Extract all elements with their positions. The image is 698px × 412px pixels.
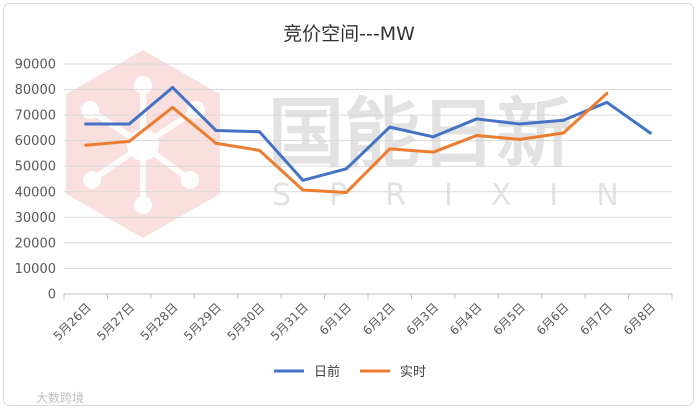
y-tick-label: 0 xyxy=(48,288,56,303)
data-point xyxy=(431,135,435,139)
y-tick-label: 80000 xyxy=(15,83,56,98)
y-tick-label: 20000 xyxy=(15,236,56,251)
data-point xyxy=(561,131,565,135)
y-tick-label: 70000 xyxy=(15,109,56,124)
chart-title: 竞价空间---MW xyxy=(283,23,415,45)
y-tick-label: 40000 xyxy=(15,185,56,200)
watermark: 国能日新 SPRIXIN xyxy=(66,50,657,238)
watermark-brand-en: SPRIXIN xyxy=(272,178,657,213)
data-point xyxy=(214,128,218,132)
data-point xyxy=(648,131,652,135)
data-point xyxy=(605,100,609,104)
data-point xyxy=(214,141,218,145)
data-point xyxy=(84,122,88,126)
data-point xyxy=(257,130,261,134)
data-point xyxy=(561,118,565,122)
data-point xyxy=(518,137,522,141)
credit-text: 大数跨境 xyxy=(36,390,84,405)
data-point xyxy=(431,150,435,154)
data-point xyxy=(605,91,609,95)
data-point xyxy=(171,105,175,109)
data-point xyxy=(127,122,131,126)
y-tick-label: 50000 xyxy=(15,160,56,175)
data-point xyxy=(301,178,305,182)
data-point xyxy=(518,122,522,126)
data-point xyxy=(301,188,305,192)
data-point xyxy=(171,86,175,90)
series-lines xyxy=(84,86,652,195)
data-point xyxy=(344,191,348,195)
data-point xyxy=(127,139,131,143)
data-point xyxy=(84,143,88,147)
y-tick-label: 10000 xyxy=(15,262,56,277)
data-point xyxy=(388,147,392,151)
data-point xyxy=(475,134,479,138)
y-tick-label: 90000 xyxy=(15,58,56,73)
legend-label-realtime: 实时 xyxy=(400,365,426,380)
data-point xyxy=(257,148,261,152)
data-point xyxy=(388,125,392,129)
y-axis: 0 10000 20000 30000 40000 50000 60000 70000 8000… xyxy=(15,58,56,303)
data-point xyxy=(475,117,479,121)
data-point xyxy=(344,167,348,171)
legend-label-day-ahead: 日前 xyxy=(314,364,340,380)
legend: 日前 实时 xyxy=(274,364,426,380)
series-line-0 xyxy=(84,86,652,182)
y-tick-label: 30000 xyxy=(15,211,56,226)
y-tick-label: 60000 xyxy=(15,134,56,149)
